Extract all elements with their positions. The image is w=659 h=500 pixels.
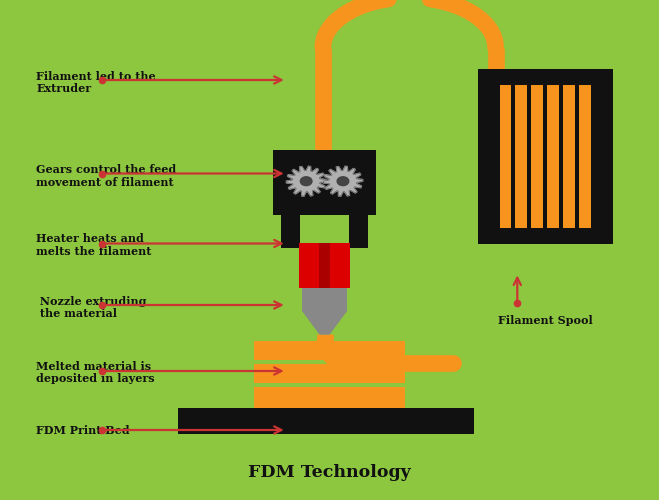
Bar (478, 232, 613, 243)
Polygon shape (323, 166, 362, 196)
Bar (488, 78, 603, 235)
Text: FDM Technology: FDM Technology (248, 464, 411, 481)
Circle shape (301, 177, 312, 186)
Bar (603, 78, 613, 235)
Bar (349, 215, 368, 248)
Polygon shape (302, 310, 347, 334)
Bar (254, 364, 405, 382)
Text: FDM Print Bed: FDM Print Bed (36, 426, 130, 436)
Bar (515, 85, 527, 228)
Bar (281, 215, 300, 248)
Text: Filament led to the
Extruder: Filament led to the Extruder (36, 70, 156, 94)
Text: Melted material is
deposited in layers: Melted material is deposited in layers (36, 360, 155, 384)
Bar (254, 386, 405, 407)
Text: Gears control the feed
movement of filament: Gears control the feed movement of filam… (36, 164, 177, 188)
Bar (178, 408, 474, 434)
Text: Heater heats and
melts the filament: Heater heats and melts the filament (36, 233, 152, 257)
Bar (531, 85, 543, 228)
Bar (254, 341, 405, 360)
Bar (563, 85, 575, 228)
Bar (547, 85, 559, 228)
Bar (478, 78, 488, 235)
Bar (319, 242, 330, 288)
Circle shape (337, 177, 349, 186)
Bar (302, 288, 347, 310)
Bar (579, 85, 591, 228)
Bar (500, 85, 511, 228)
Text: Filament Spool: Filament Spool (498, 314, 592, 326)
Polygon shape (287, 166, 326, 196)
Text: Nozzle extruding
 the material: Nozzle extruding the material (36, 296, 147, 320)
Bar (299, 242, 351, 288)
Bar (273, 150, 376, 215)
Bar (478, 69, 613, 80)
